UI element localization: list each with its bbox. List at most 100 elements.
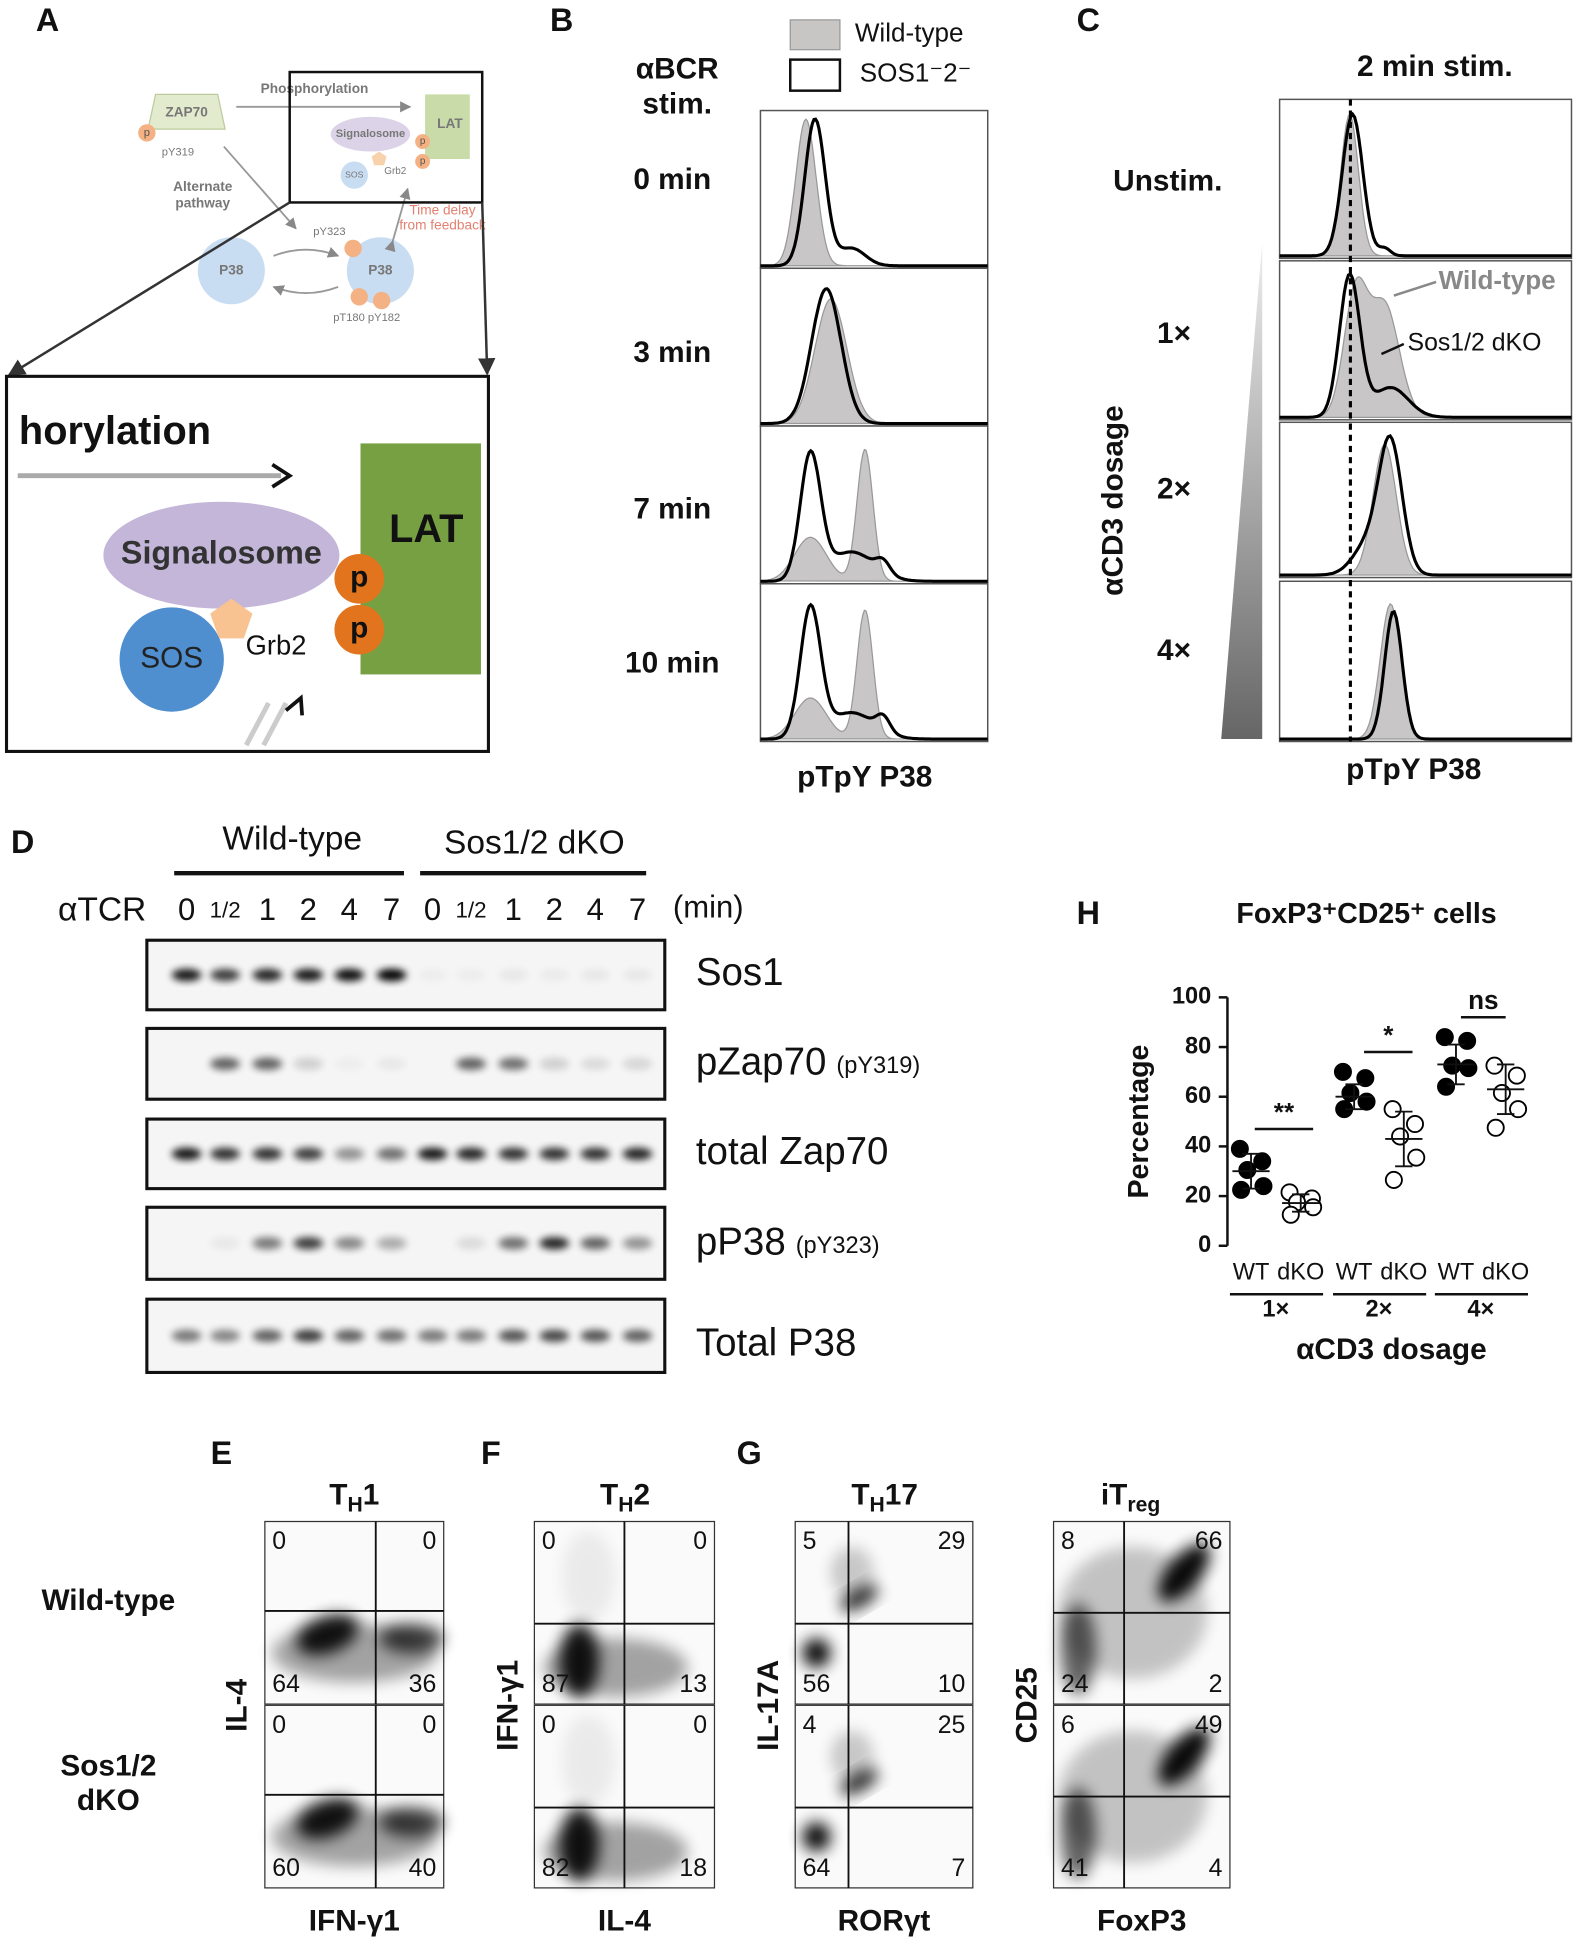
phospho-dot <box>350 288 368 306</box>
density-cloud <box>543 1638 688 1697</box>
blot-band <box>293 1057 324 1071</box>
data-point <box>1443 1056 1462 1075</box>
zap70-label: ZAP70 <box>165 105 208 120</box>
blot-label: Total P38 <box>696 1321 857 1364</box>
blot-band <box>376 968 407 982</box>
phospho-dot <box>334 553 385 604</box>
data-point <box>1281 1205 1300 1224</box>
phospho-dot <box>344 239 362 258</box>
blot-band <box>293 1329 324 1343</box>
error-bar <box>1345 1083 1363 1111</box>
y-tick-label: 40 <box>1185 1132 1211 1158</box>
histogram-line <box>760 287 988 426</box>
y-axis-label: CD25 <box>1011 1667 1044 1743</box>
quadrant-value: 0 <box>422 1712 436 1739</box>
plot-title: TH17 <box>851 1479 918 1516</box>
blot-band <box>539 1237 570 1250</box>
blot-band <box>418 969 448 981</box>
lane-label: 7 <box>629 892 646 927</box>
signalosome-label: Signalosome <box>121 535 322 571</box>
blot-band <box>539 1147 570 1161</box>
lane-label: 1 <box>505 892 522 927</box>
title-part: 1 <box>363 1479 380 1512</box>
y-axis-label: Percentage <box>1123 1045 1155 1199</box>
arrow <box>273 247 340 258</box>
quadrant-value: 0 <box>542 1528 556 1555</box>
legend-label: SOS1⁻2⁻ <box>860 57 972 87</box>
y-axis-label: IL-4 <box>221 1678 254 1731</box>
unit-label: (min) <box>673 889 744 924</box>
histogram-line <box>1279 609 1572 741</box>
histogram-frame <box>1278 421 1573 579</box>
plot-frame <box>794 1520 974 1705</box>
chart-title: FoxP3⁺CD25⁺ cells <box>1236 898 1496 930</box>
panel-letter: B <box>550 2 573 38</box>
blot-band <box>334 1237 365 1250</box>
data-point <box>1492 1083 1511 1102</box>
histogram-frame <box>759 267 989 427</box>
lane-label: 0 <box>424 892 441 927</box>
blot-band <box>293 968 324 982</box>
sos-shape <box>340 161 368 189</box>
x-axis-label: IFN-γ1 <box>309 1905 400 1938</box>
quadrant-value: 25 <box>938 1712 966 1739</box>
row-label: dKO <box>77 1784 140 1817</box>
histogram-frame <box>1278 260 1573 421</box>
blot-band <box>171 968 202 982</box>
error-bar <box>1496 1063 1515 1116</box>
blot-band <box>456 969 486 981</box>
sos-label: SOS <box>140 641 203 674</box>
arrow-head <box>271 462 294 489</box>
y-axis-label: IFN-γ1 <box>491 1660 524 1751</box>
blot-band <box>252 1147 283 1161</box>
p-label: p <box>350 612 368 645</box>
plot-frame <box>794 1704 974 1889</box>
title-part: T <box>329 1479 347 1512</box>
blot-label: Sos1 <box>696 951 784 994</box>
histogram-line <box>1279 271 1572 419</box>
arrow <box>261 701 289 747</box>
blot-band <box>622 1237 653 1250</box>
y-tick-label: 60 <box>1185 1082 1211 1108</box>
sos-shape <box>119 607 224 712</box>
row-label: αTCR <box>58 892 146 929</box>
title-part: 2 <box>633 1479 650 1512</box>
y-tick-label: 0 <box>1198 1231 1211 1257</box>
inset-box <box>288 70 484 204</box>
lane-label: 0 <box>178 892 195 927</box>
quadrant-value: 24 <box>1061 1671 1089 1698</box>
phospho-dot <box>415 134 431 150</box>
histogram-frame <box>1278 580 1573 743</box>
data-point <box>1486 1118 1505 1137</box>
phospho-dot <box>415 154 431 169</box>
quadrant-value: 10 <box>938 1671 966 1698</box>
blot-band <box>252 968 283 982</box>
histogram-line <box>760 117 988 268</box>
row-label: 4× <box>1157 634 1191 667</box>
blot-band <box>293 1147 324 1161</box>
blot-label: pZap70 <box>696 1041 827 1084</box>
time-label: 3 min <box>633 336 711 369</box>
blot-band <box>622 968 653 982</box>
quadrant-value: 29 <box>938 1528 966 1555</box>
quadrant-value: 60 <box>272 1855 300 1882</box>
plot-title: TH2 <box>600 1479 650 1516</box>
p-label: p <box>144 127 150 139</box>
blot-band <box>252 1057 283 1071</box>
arrow <box>244 701 271 747</box>
p38-shape <box>197 237 265 305</box>
lane-label: 1/2 <box>456 898 487 923</box>
signalosome-shape <box>330 116 411 152</box>
row-label: Unstim. <box>1113 164 1222 197</box>
sos-label: SOS <box>345 169 364 179</box>
arrow-head <box>284 694 304 716</box>
density-cloud <box>272 1807 437 1866</box>
blot-label: pP38 <box>696 1221 786 1264</box>
blot-band <box>210 1329 241 1343</box>
blot-band <box>539 1057 570 1071</box>
error-bar <box>1242 1152 1260 1190</box>
density-cloud <box>561 1530 616 1622</box>
data-point <box>1405 1115 1424 1134</box>
annotation: Sos1/2 dKO <box>1408 330 1542 357</box>
